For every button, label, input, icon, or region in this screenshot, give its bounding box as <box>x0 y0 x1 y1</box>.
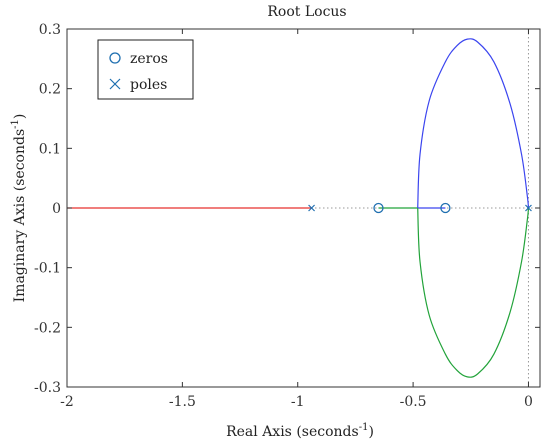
y-axis-ticks: 0.3 0.2 0.1 0 -0.1 -0.2 -0.3 <box>34 22 540 396</box>
y-tick-label-3: 0 <box>52 201 61 217</box>
x-tick-label-2: -1 <box>291 394 305 410</box>
zero-marker-1 <box>440 202 451 214</box>
pole-marker-1 <box>525 204 532 212</box>
y-axis-label-exponent: -1 <box>10 119 21 129</box>
x-axis-label-text: Real Axis (seconds <box>226 424 359 440</box>
y-tick-label-6: -0.3 <box>34 380 61 396</box>
legend-pole-label: poles <box>130 77 167 93</box>
zero-marker-0 <box>373 202 384 214</box>
x-tick-label-4: 0 <box>524 394 533 410</box>
y-axis-label-text: Imaginary Axis (seconds <box>12 129 28 303</box>
legend-zero-marker <box>109 52 121 64</box>
x-axis-label-close: ) <box>368 424 373 440</box>
locus-branch-3 <box>417 38 530 209</box>
x-tick-label-1: -1.5 <box>169 394 196 410</box>
x-tick-label-0: -2 <box>60 394 74 410</box>
y-tick-label-5: -0.2 <box>34 320 61 336</box>
locus-branch-4 <box>417 207 530 378</box>
legend-box <box>97 39 194 100</box>
legend: zeros poles <box>97 39 194 100</box>
locus-branches <box>67 38 530 378</box>
pole-zero-markers <box>308 202 532 214</box>
y-tick-label-1: 0.2 <box>39 82 61 98</box>
y-tick-label-2: 0.1 <box>39 141 61 157</box>
x-axis-label-exponent: -1 <box>359 422 369 433</box>
legend-zero-label: zeros <box>130 51 168 67</box>
y-axis-label: Imaginary Axis (seconds-1) <box>10 114 28 303</box>
x-tick-label-3: -0.5 <box>400 394 427 410</box>
pole-marker-0 <box>308 204 315 212</box>
legend-pole-marker <box>109 78 121 90</box>
y-tick-label-0: 0.3 <box>39 22 61 38</box>
x-axis-ticks: -2 -1.5 -1 -0.5 0 <box>60 29 533 410</box>
y-tick-label-4: -0.1 <box>34 261 61 277</box>
chart-title: Root Locus <box>267 4 346 20</box>
y-axis-label-close: ) <box>12 114 28 119</box>
x-axis-label: Real Axis (seconds-1) <box>226 422 374 440</box>
